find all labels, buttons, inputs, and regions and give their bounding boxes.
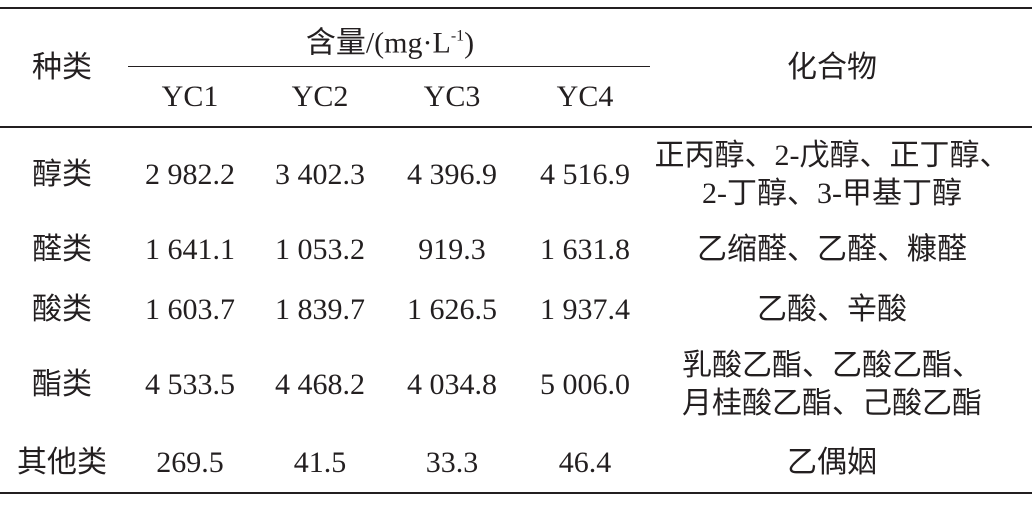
compound-line: 2-丁醇、3-甲基丁醇 (702, 177, 962, 210)
compound-line: 乳酸乙酯、乙酸乙酯、 (682, 349, 982, 382)
value-cell: 33.3 (425, 446, 479, 479)
column-header: YC3 (423, 80, 481, 113)
value-cell: 1 631.8 (540, 233, 630, 266)
top-rule (0, 7, 1032, 9)
row-label: 醇类 (32, 158, 92, 191)
value-cell: 3 402.3 (275, 158, 365, 191)
header-text: ) (464, 26, 475, 60)
value-cell: 5 006.0 (540, 368, 630, 401)
compound-cell: 乙酸、辛酸 (757, 291, 907, 329)
compound-line: 乙偶姻 (787, 446, 877, 479)
value-cell: 1 053.2 (275, 233, 365, 266)
value-cell: 919.3 (418, 233, 486, 266)
bottom-rule (0, 492, 1032, 494)
compound-cell: 正丙醇、2-戊醇、正丁醇、 2-丁醇、3-甲基丁醇 (655, 137, 1010, 213)
row-label: 其他类 (17, 446, 107, 479)
header-group: 含量/(mg·L-1) (306, 18, 474, 63)
value-cell: 1 839.7 (275, 293, 365, 326)
compound-line: 月桂酸乙酯、己酸乙酯 (682, 387, 982, 420)
value-cell: 1 641.1 (145, 233, 235, 266)
value-cell: 4 468.2 (275, 368, 365, 401)
header-cell: 种类 (32, 51, 92, 84)
row-label: 酯类 (32, 368, 92, 401)
row-label: 酸类 (32, 293, 92, 326)
value-cell: 269.5 (156, 446, 224, 479)
compound-line: 正丙醇、2-戊醇、正丁醇、 (654, 139, 1010, 172)
column-header: YC1 (161, 80, 219, 113)
compound-line: 乙酸、辛酸 (757, 293, 907, 326)
header-text: 含量/(mg·L (305, 26, 451, 60)
compound-line: 乙缩醛、乙醛、糠醛 (697, 233, 967, 266)
value-cell: 1 937.4 (540, 293, 630, 326)
value-cell: 4 516.9 (540, 158, 630, 191)
header-cell: 化合物 (787, 51, 877, 84)
compound-cell: 乙缩醛、乙醛、糠醛 (697, 231, 967, 269)
value-cell: 41.5 (293, 446, 347, 479)
column-header: YC2 (291, 80, 349, 113)
header-rule (0, 126, 1032, 128)
compound-cell: 乳酸乙酯、乙酸乙酯、 月桂酸乙酯、己酸乙酯 (682, 347, 982, 423)
compound-cell: 乙偶姻 (787, 444, 877, 482)
value-cell: 4 396.9 (407, 158, 497, 191)
value-cell: 1 603.7 (145, 293, 235, 326)
column-header: YC4 (556, 80, 614, 113)
row-label: 醛类 (32, 233, 92, 266)
header-sup: -1 (450, 27, 465, 45)
value-cell: 4 034.8 (407, 368, 497, 401)
value-cell: 1 626.5 (407, 293, 497, 326)
value-cell: 2 982.2 (145, 158, 235, 191)
value-cell: 46.4 (558, 446, 612, 479)
value-cell: 4 533.5 (145, 368, 235, 401)
group-rule (128, 66, 650, 67)
